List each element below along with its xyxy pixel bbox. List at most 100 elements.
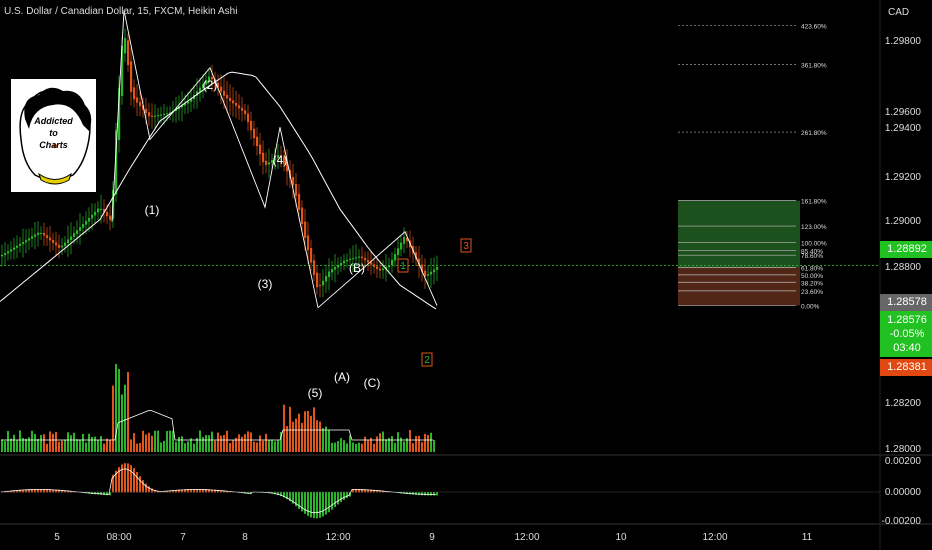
- candle-body: [4, 253, 7, 256]
- oscillator-bar: [187, 489, 189, 493]
- target-price-tag: 1.28892: [880, 241, 932, 258]
- volume-bar: [232, 440, 234, 452]
- volume-bar: [265, 433, 267, 452]
- volume-bar: [247, 431, 249, 452]
- volume-bar: [238, 434, 240, 452]
- moving-average-group: [0, 71, 437, 310]
- volume-bar: [253, 441, 255, 452]
- candle-body: [268, 162, 271, 165]
- volume-bar: [91, 436, 93, 452]
- candle-body: [7, 251, 10, 254]
- oscillator-bar: [178, 489, 180, 493]
- elliott-wave-group[interactable]: (1) (2) (3) (4) (5) (A) (B) (C) 1 2 3: [111, 10, 472, 400]
- oscillator-bar: [199, 488, 201, 493]
- volume-bar: [307, 410, 309, 452]
- oscillator-bar: [352, 488, 354, 493]
- candle-body: [151, 115, 154, 117]
- oscillator-bar: [58, 489, 60, 493]
- wave-path: [111, 10, 319, 308]
- candle-body: [229, 97, 232, 101]
- oscillator-bar: [418, 492, 420, 496]
- time-tick-label: 12:00: [325, 532, 350, 543]
- oscillator-bar: [292, 492, 294, 504]
- candle-body: [148, 112, 151, 117]
- candle-body: [223, 90, 226, 96]
- candle-body: [370, 262, 373, 265]
- oscillator-bar: [319, 492, 321, 518]
- volume-bar: [370, 437, 372, 452]
- volume-bar: [52, 433, 54, 452]
- volume-bar: [421, 442, 423, 452]
- oscillator-bar: [193, 488, 195, 493]
- low-price-tag: 1.28381: [880, 359, 932, 376]
- volume-bar: [16, 440, 18, 452]
- oscillator-bar: [136, 472, 138, 493]
- volume-bar: [223, 435, 225, 452]
- oscillator-bar: [142, 480, 144, 493]
- candle-body: [388, 264, 391, 268]
- oscillator-bar: [37, 488, 39, 493]
- candle-body: [46, 235, 49, 238]
- volume-bar: [64, 439, 66, 452]
- volume-bar: [130, 439, 132, 452]
- volume-bar: [19, 430, 21, 452]
- volume-bar: [148, 432, 150, 452]
- volume-bar: [277, 440, 279, 452]
- oscillator-bar: [34, 489, 36, 493]
- volume-bar: [100, 436, 102, 452]
- candle-body: [304, 221, 307, 238]
- oscillator-bar: [337, 492, 339, 505]
- candle-body: [283, 157, 286, 165]
- volume-bar: [304, 411, 306, 452]
- volume-bar: [343, 440, 345, 452]
- oscillator-bar: [361, 489, 363, 493]
- oscillator-bar: [172, 490, 174, 493]
- wave-label-box: 2: [424, 355, 430, 366]
- volume-bar: [415, 436, 417, 452]
- wave-label: (A): [334, 370, 350, 384]
- oscillator-bar: [415, 492, 417, 495]
- oscillator-bar: [184, 489, 186, 493]
- oscillator-signal-line: [0, 468, 436, 514]
- candle-body: [82, 224, 85, 228]
- oscillator-bar: [220, 490, 222, 493]
- abc-path: [317, 231, 438, 309]
- fib-extension-group[interactable]: 423.60%361.80%261.80%161.80%123.00%100.0…: [0, 23, 880, 310]
- oscillator-bar: [169, 490, 171, 493]
- candle-body: [295, 184, 298, 196]
- volume-bar: [166, 430, 168, 452]
- oscillator-bar: [208, 489, 210, 493]
- volume-bar: [25, 438, 27, 452]
- candle-body: [391, 259, 394, 266]
- wave-label: (B): [349, 261, 365, 275]
- candle-body: [322, 280, 325, 286]
- fib-level-label: 361.80%: [801, 62, 827, 69]
- volume-bar: [268, 440, 270, 452]
- candle-body: [310, 248, 313, 263]
- candle-body: [301, 207, 304, 225]
- volume-bar: [433, 439, 435, 452]
- oscillator-bar: [283, 492, 285, 498]
- candle-body: [313, 260, 316, 275]
- oscillator-bar: [430, 492, 432, 496]
- time-tick-label: 12:00: [514, 532, 539, 543]
- oscillator-bar: [121, 464, 123, 493]
- candle-body: [73, 233, 76, 237]
- candle-body: [13, 247, 16, 250]
- candle-body: [400, 242, 403, 250]
- fib-level-label: 78.60%: [801, 253, 823, 260]
- candle-body: [211, 77, 214, 80]
- volume-bar: [214, 440, 216, 452]
- candle-body: [253, 128, 256, 139]
- volume-bar: [190, 438, 192, 452]
- volume-bar: [325, 426, 327, 452]
- candle-body: [256, 136, 259, 147]
- oscillator-bar: [31, 489, 33, 493]
- candle-body: [124, 38, 127, 54]
- candle-body: [118, 88, 121, 140]
- candle-body: [31, 236, 34, 239]
- fib-level-label: 61.80%: [801, 265, 823, 272]
- candle-body: [325, 276, 328, 282]
- fib-green-zone: [678, 200, 800, 268]
